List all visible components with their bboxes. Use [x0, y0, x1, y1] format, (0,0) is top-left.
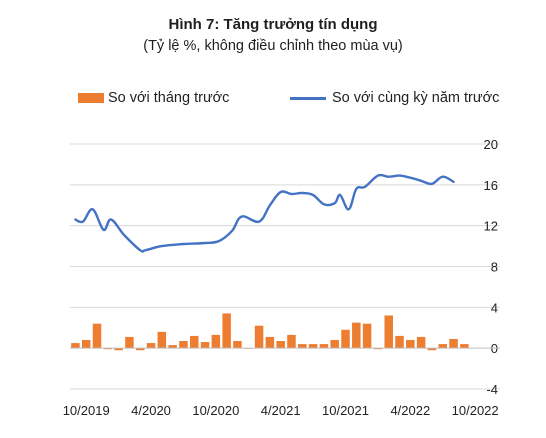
bar-29: [384, 315, 393, 349]
y-tick-label: 12: [484, 219, 498, 234]
bar-3: [103, 348, 113, 350]
bar-35: [449, 338, 458, 349]
y-tick-label: 8: [491, 260, 498, 275]
bar-14: [222, 313, 231, 349]
y-tick-label: -4: [486, 382, 498, 397]
x-tick-label: 10/2019: [63, 403, 110, 418]
bar-6: [135, 348, 145, 351]
legend-bar-swatch: [78, 93, 104, 103]
bar-22: [308, 344, 318, 349]
legend-bar-label: So với tháng trước: [108, 90, 230, 106]
bar-7: [146, 343, 156, 349]
bar-17: [254, 325, 264, 349]
chart-title: Hình 7: Tăng trưởng tín dụng: [168, 16, 378, 33]
bar-25: [341, 329, 350, 349]
bar-23: [319, 344, 329, 349]
legend-item-bar: So với tháng trước: [78, 90, 229, 106]
chart-legend: So với tháng trước So với cùng kỳ năm tr…: [0, 90, 546, 112]
bar-24: [330, 340, 339, 349]
bar-11: [189, 335, 199, 349]
bar-31: [406, 340, 415, 349]
bar-26: [352, 322, 361, 349]
legend-line-swatch: [290, 96, 326, 100]
bar-9: [168, 345, 177, 349]
x-tick-label: 10/2020: [192, 403, 239, 418]
bar-8: [157, 331, 167, 349]
bar-36: [460, 344, 469, 349]
bar-12: [200, 342, 210, 349]
bar-2: [92, 323, 102, 349]
x-tick-label: 10/2022: [452, 403, 499, 418]
legend-line-label: So với cùng kỳ năm trước: [332, 90, 500, 106]
y-tick-label: 20: [484, 137, 498, 152]
x-tick-label: 10/2021: [322, 403, 369, 418]
bar-30: [395, 335, 404, 349]
bar-4: [114, 348, 123, 351]
bar-13: [211, 334, 221, 349]
bar-10: [179, 341, 188, 349]
bar-18: [265, 336, 275, 349]
series-line-yoy: [74, 173, 455, 253]
y-tick-label: 4: [491, 300, 498, 315]
chart-subtitle: (Tỷ lệ %, không điều chỉnh theo mùa vụ): [143, 38, 403, 54]
bar-19: [276, 341, 285, 349]
bar-27: [362, 323, 372, 349]
x-tick-label: 4/2020: [131, 403, 171, 418]
bar-33: [427, 348, 437, 351]
bar-5: [125, 336, 134, 349]
bar-21: [298, 344, 307, 349]
x-tick-label: 4/2021: [261, 403, 301, 418]
bar-32: [416, 336, 426, 349]
bar-1: [81, 340, 91, 349]
x-tick-label: 4/2022: [390, 403, 430, 418]
bar-0: [71, 343, 80, 349]
legend-item-line: So với cùng kỳ năm trước: [290, 90, 499, 106]
bar-20: [287, 334, 296, 349]
bar-28: [373, 348, 383, 350]
bar-34: [438, 344, 447, 349]
y-tick-label: 16: [484, 178, 498, 193]
bar-15: [233, 341, 242, 349]
